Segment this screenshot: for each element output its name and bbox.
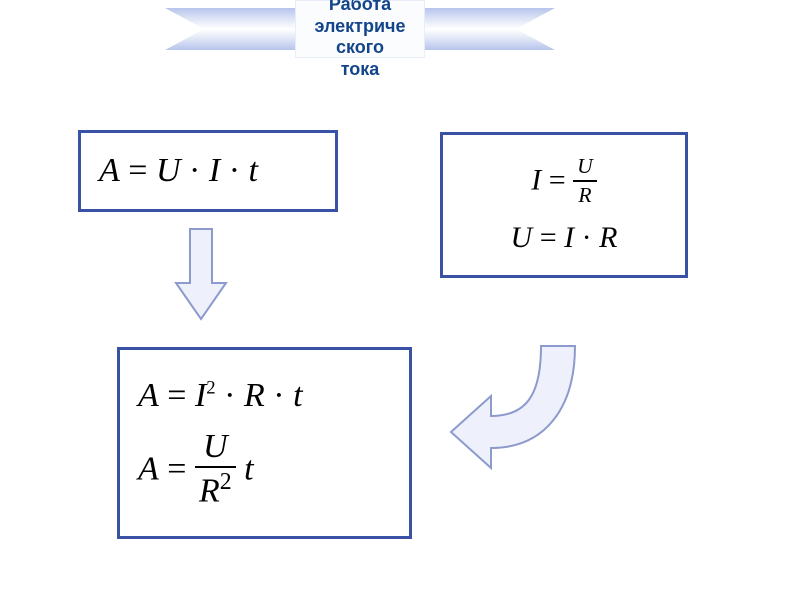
title-banner: Работа электриче ского тока — [165, 0, 555, 58]
formula-box-derived: A = I2 · R · t A = UR2 t — [117, 347, 412, 539]
title-line-3: ского — [165, 37, 555, 59]
formula-u-ir: U = I · R — [511, 221, 618, 255]
formula-box-main: A = U · I · t — [78, 130, 338, 212]
title-line-4: тока — [165, 59, 555, 81]
arrow-curve-left-icon — [445, 340, 605, 490]
formula-a-ur2t: A = UR2 t — [138, 429, 254, 510]
title-line-1: Работа — [165, 0, 555, 16]
formula-a-i2rt: A = I2 · R · t — [138, 377, 303, 415]
formula-a-uit: A = U · I · t — [99, 152, 258, 190]
formula-box-ohm: I = UR U = I · R — [440, 132, 688, 278]
arrow-down-icon — [172, 225, 230, 323]
title-line-2: электриче — [165, 16, 555, 38]
formula-i-ur: I = UR — [531, 155, 597, 206]
banner-text: Работа электриче ского тока — [165, 0, 555, 80]
stage: Работа электриче ского тока A = U · I · … — [0, 0, 800, 600]
